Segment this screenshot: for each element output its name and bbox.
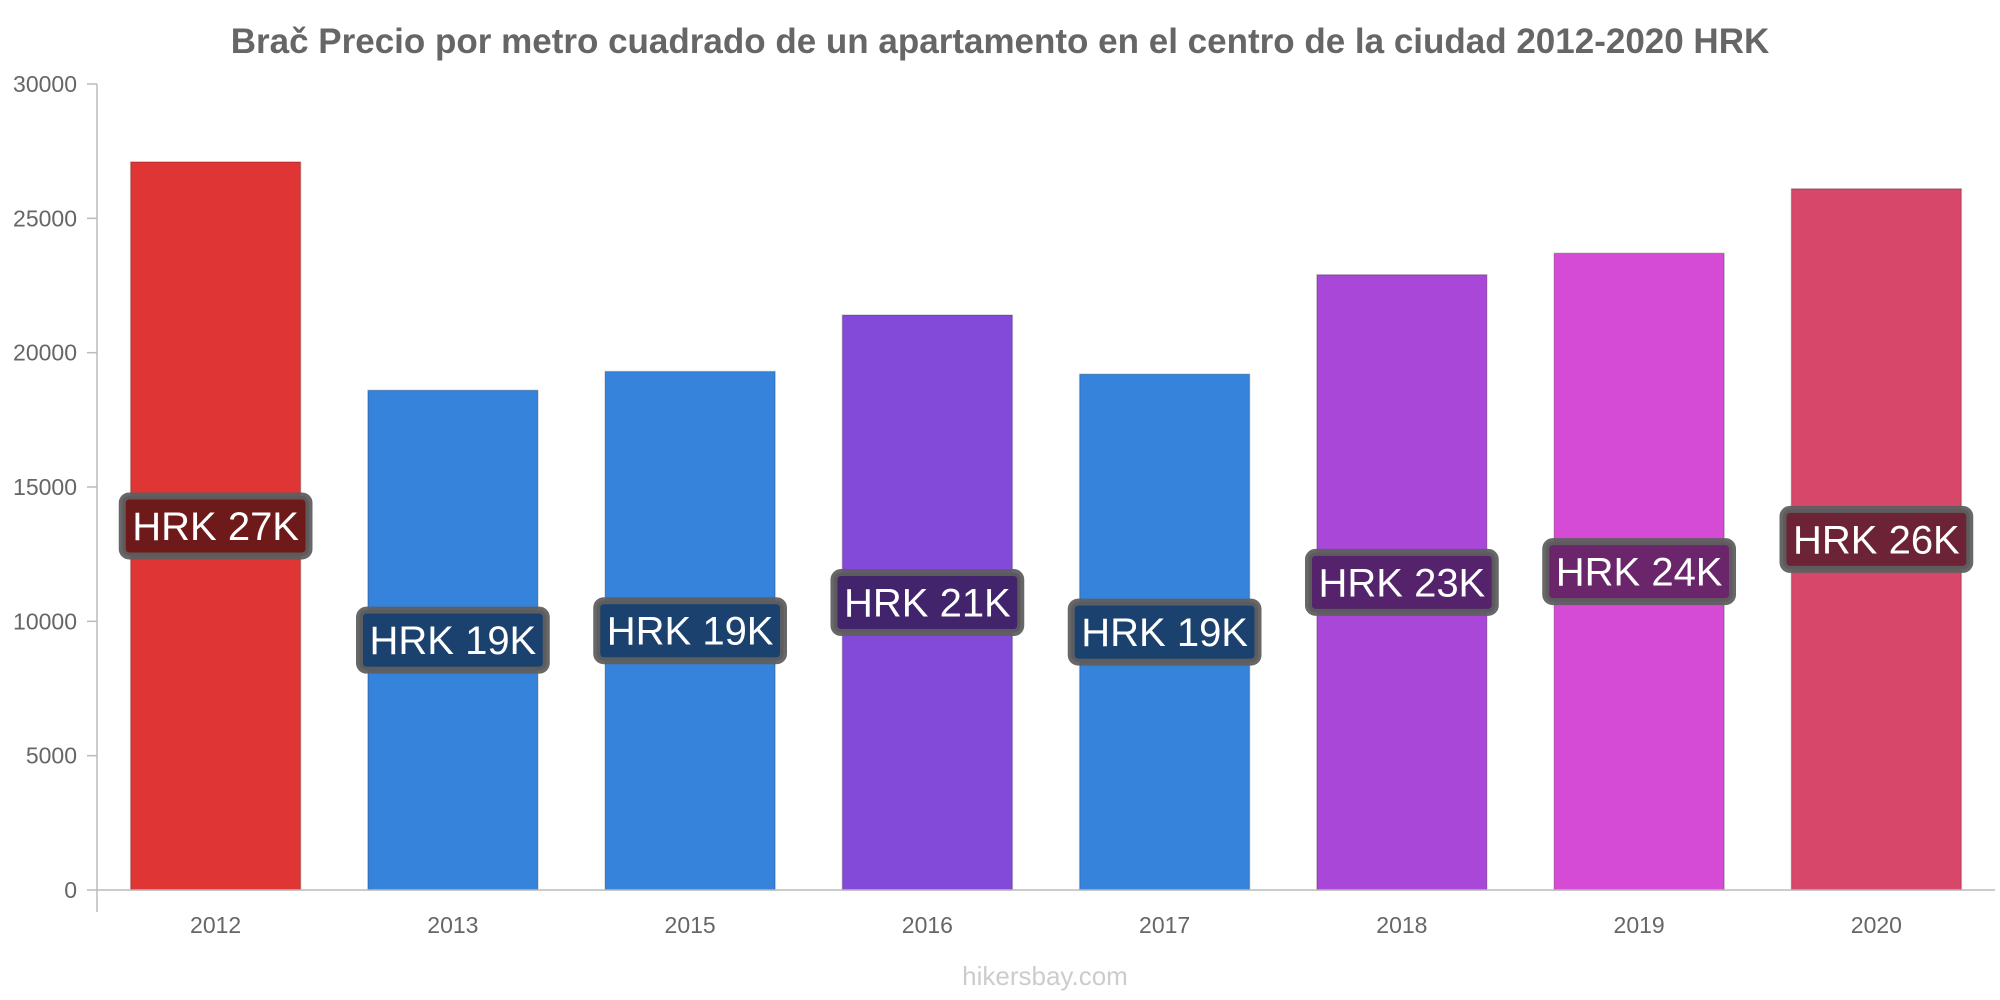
x-tick-label: 2012 xyxy=(190,912,241,938)
data-label-text: HRK 26K xyxy=(1793,518,1960,562)
data-label-background xyxy=(830,569,1025,637)
x-tick-label: 2015 xyxy=(665,912,716,938)
x-tick-label: 2016 xyxy=(902,912,953,938)
data-label-background xyxy=(1779,505,1974,573)
data-label-text: HRK 19K xyxy=(1081,611,1248,655)
x-tick-label: 2013 xyxy=(427,912,478,938)
data-label-background xyxy=(1305,548,1499,616)
data-label-background xyxy=(356,606,550,674)
y-tick-label: 0 xyxy=(64,877,77,903)
x-axis: 2012 2013 2015 2016 2017 2018 2019 2020 xyxy=(97,889,1995,938)
x-tick-label: 2017 xyxy=(1139,912,1190,938)
data-label: HRK 27K xyxy=(118,492,313,560)
y-tick-label: 15000 xyxy=(13,474,77,500)
data-label: HRK 26K xyxy=(1779,505,1974,573)
data-label-text: HRK 19K xyxy=(607,610,774,654)
data-label: HRK 24K xyxy=(1542,538,1736,606)
y-tick-label: 20000 xyxy=(13,340,77,366)
y-tick-label: 30000 xyxy=(13,71,77,97)
data-labels-group: HRK 27K HRK 19K HRK 19K HRK 21K HRK 19K HRK 2… xyxy=(118,492,1974,674)
data-label-text: HRK 27K xyxy=(132,505,299,549)
data-label: HRK 21K xyxy=(830,569,1025,637)
watermark: hikersbay.com xyxy=(962,961,1128,991)
data-label-text: HRK 19K xyxy=(370,619,537,663)
y-axis: 0 5000 10000 15000 20000 25000 30000 xyxy=(13,71,98,912)
y-tick-label: 10000 xyxy=(13,608,77,634)
data-label-background xyxy=(593,597,787,665)
data-label-text: HRK 23K xyxy=(1319,561,1486,605)
data-label-text: HRK 21K xyxy=(844,582,1011,626)
y-tick-label: 5000 xyxy=(26,743,77,769)
chart-title: Brač Precio por metro cuadrado de un apa… xyxy=(231,22,1770,61)
data-label-background xyxy=(1542,538,1736,606)
data-label-text: HRK 24K xyxy=(1556,551,1723,595)
data-label: HRK 19K xyxy=(593,597,787,665)
data-label-background xyxy=(1067,598,1262,666)
data-label: HRK 19K xyxy=(356,606,550,674)
bars-group xyxy=(129,161,1963,891)
x-tick-label: 2019 xyxy=(1614,912,1665,938)
y-tick-label: 25000 xyxy=(13,205,77,231)
x-tick-label: 2018 xyxy=(1376,912,1427,938)
data-label: HRK 23K xyxy=(1305,548,1499,616)
data-label-background xyxy=(118,492,313,560)
data-label: HRK 19K xyxy=(1067,598,1262,666)
x-tick-label: 2020 xyxy=(1851,912,1902,938)
